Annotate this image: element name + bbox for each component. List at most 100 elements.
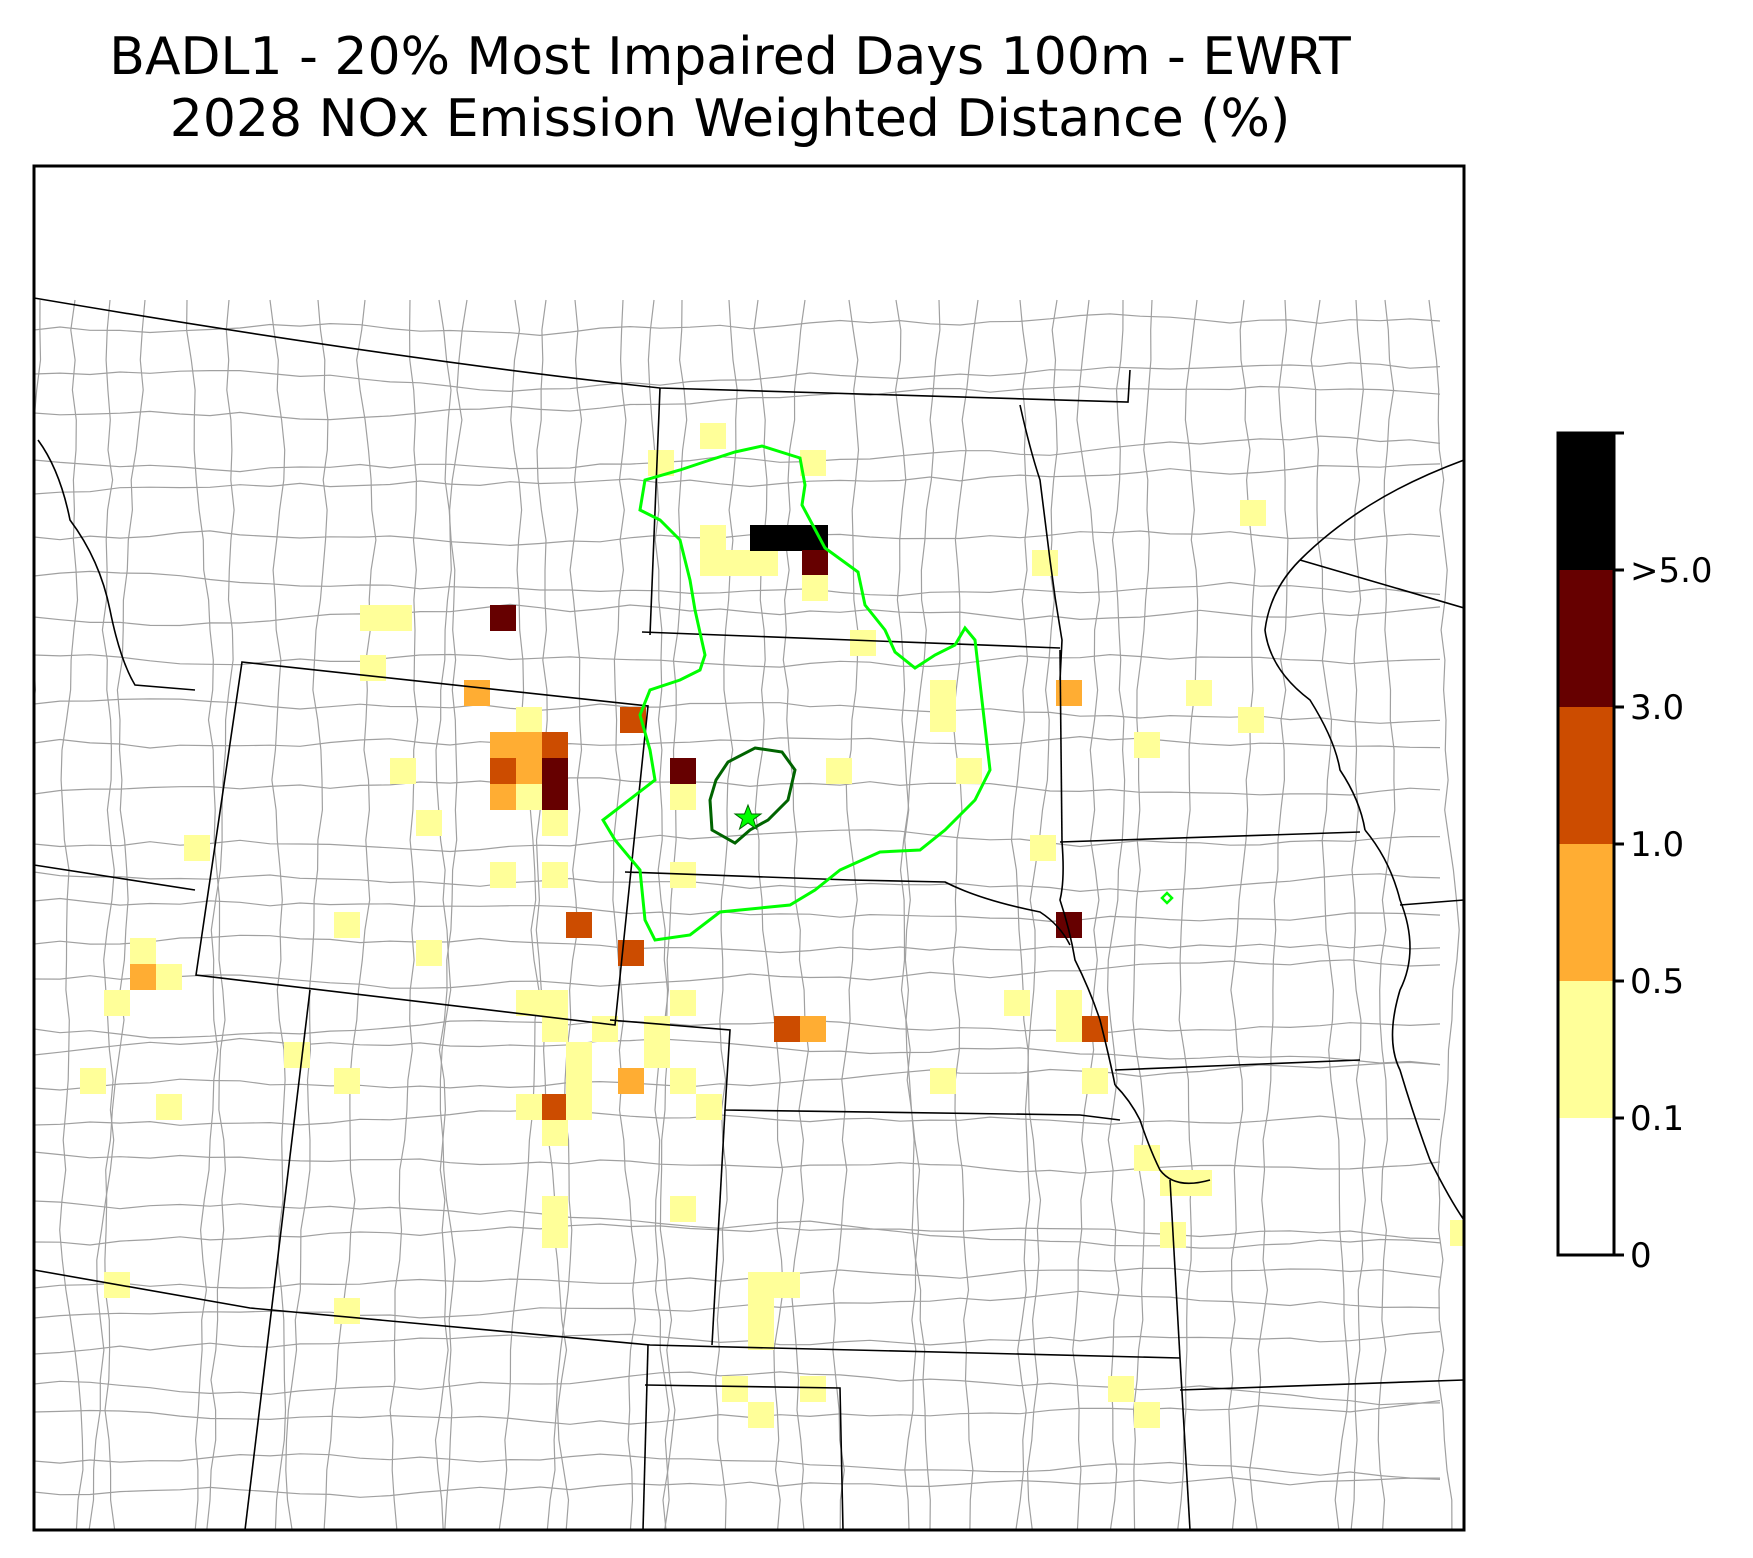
utah-co-border xyxy=(642,1344,649,1530)
emission-cell xyxy=(490,605,516,631)
wyoming-border xyxy=(195,661,649,1026)
colorbar: 0 0.1 0.5 1.0 3.0 >5.0 xyxy=(1556,431,1713,1276)
emission-cell xyxy=(334,1298,360,1324)
ia-mo-border xyxy=(1114,1059,1361,1071)
emission-cell xyxy=(930,1068,956,1094)
emission-cell xyxy=(542,758,568,784)
oklahoma-panhandle xyxy=(644,1384,844,1530)
colorbar-label-3: 1.0 xyxy=(1630,825,1684,865)
emission-cell xyxy=(542,990,568,1016)
emission-cell xyxy=(752,550,778,576)
colorbar-label-5: >5.0 xyxy=(1630,551,1713,591)
emission-cell xyxy=(748,1324,774,1350)
wi-border xyxy=(1299,559,1464,609)
emission-cell xyxy=(670,990,696,1016)
montana-east-border xyxy=(649,387,661,636)
colorbar-bin-2 xyxy=(1558,844,1614,981)
map-title-line1: BADL1 - 20% Most Impaired Days 100m - EW… xyxy=(109,27,1351,87)
emission-cell xyxy=(774,1016,800,1042)
emission-cell xyxy=(800,450,826,476)
emission-cell xyxy=(490,732,516,758)
emission-cell xyxy=(416,810,442,836)
colorado-border xyxy=(244,989,311,1530)
emission-cell xyxy=(490,784,516,810)
colorbar-bin-1 xyxy=(1558,981,1614,1118)
emission-cell xyxy=(490,758,516,784)
emission-cell xyxy=(670,1068,696,1094)
emission-cell xyxy=(542,862,568,888)
outer-contour xyxy=(601,444,992,942)
emission-cell xyxy=(618,1068,644,1094)
emission-cell xyxy=(750,525,776,551)
emission-cell xyxy=(542,810,568,836)
emission-cell xyxy=(1134,732,1160,758)
emission-cell xyxy=(1030,835,1056,861)
emission-cell xyxy=(670,1196,696,1222)
emission-cell xyxy=(700,525,726,551)
small-contour xyxy=(1160,891,1174,905)
mississippi-river xyxy=(1364,829,1464,1221)
il-border xyxy=(1399,899,1464,906)
emission-cell xyxy=(722,1376,748,1402)
idaho-montana-border xyxy=(37,439,196,691)
kansas-mo-border xyxy=(1169,1179,1181,1359)
emission-cell xyxy=(156,1094,182,1120)
emission-cell xyxy=(80,1068,106,1094)
emission-cell xyxy=(516,707,542,733)
sd-ne-border xyxy=(624,871,1071,946)
emission-cell xyxy=(1238,707,1264,733)
emission-cell xyxy=(1450,1220,1464,1246)
colorbar-bin-3 xyxy=(1558,707,1614,844)
emission-cell xyxy=(390,758,416,784)
emission-cell xyxy=(464,680,490,706)
emission-cell xyxy=(516,990,542,1016)
emission-cell xyxy=(542,1120,568,1146)
emission-cell xyxy=(516,784,542,810)
emission-cell xyxy=(930,706,956,732)
emission-cell xyxy=(1108,1376,1134,1402)
state-borders xyxy=(34,297,1464,1530)
emission-cell xyxy=(956,758,982,784)
emission-cell xyxy=(360,605,386,631)
emission-cell xyxy=(696,1094,722,1120)
emission-cell xyxy=(1186,680,1212,706)
emission-cell xyxy=(566,1042,592,1068)
emission-cell xyxy=(1082,1068,1108,1094)
emission-cell xyxy=(566,912,592,938)
colorbar-ticks xyxy=(1614,431,1624,1257)
emission-cell xyxy=(156,964,182,990)
co-nm-border xyxy=(34,1269,1181,1359)
emission-cell xyxy=(334,1068,360,1094)
emission-cell xyxy=(542,784,568,810)
lake-superior-shore xyxy=(1299,459,1464,561)
emission-cell xyxy=(670,758,696,784)
emission-cell xyxy=(700,550,726,576)
montana-south-border xyxy=(34,864,196,891)
emission-cell xyxy=(726,550,752,576)
emission-cell xyxy=(802,575,828,601)
emission-cell xyxy=(1134,1402,1160,1428)
emission-cell xyxy=(542,1094,568,1120)
emission-cells xyxy=(80,423,1464,1428)
emission-cell xyxy=(542,1222,568,1248)
emission-cell xyxy=(1056,990,1082,1016)
emission-cell xyxy=(670,784,696,810)
colorbar-label-2: 0.5 xyxy=(1630,962,1684,1002)
mn-wi-border xyxy=(1264,559,1366,831)
mn-sd-border xyxy=(1059,649,1063,843)
map-frame xyxy=(32,164,1466,1532)
county-borders xyxy=(34,299,1460,1530)
mo-south xyxy=(1179,1379,1464,1391)
emission-cell xyxy=(516,1094,542,1120)
emission-cell xyxy=(802,550,828,576)
emission-cell xyxy=(930,680,956,706)
emission-cell xyxy=(566,1094,592,1120)
emission-cell xyxy=(284,1042,310,1068)
emission-cell xyxy=(748,1272,774,1298)
emission-cell xyxy=(644,1042,670,1068)
ia-west-border xyxy=(1059,841,1116,1086)
colorbar-bin-0 xyxy=(1558,1118,1614,1255)
emission-cell xyxy=(1032,550,1058,576)
emission-cell xyxy=(748,1402,774,1428)
